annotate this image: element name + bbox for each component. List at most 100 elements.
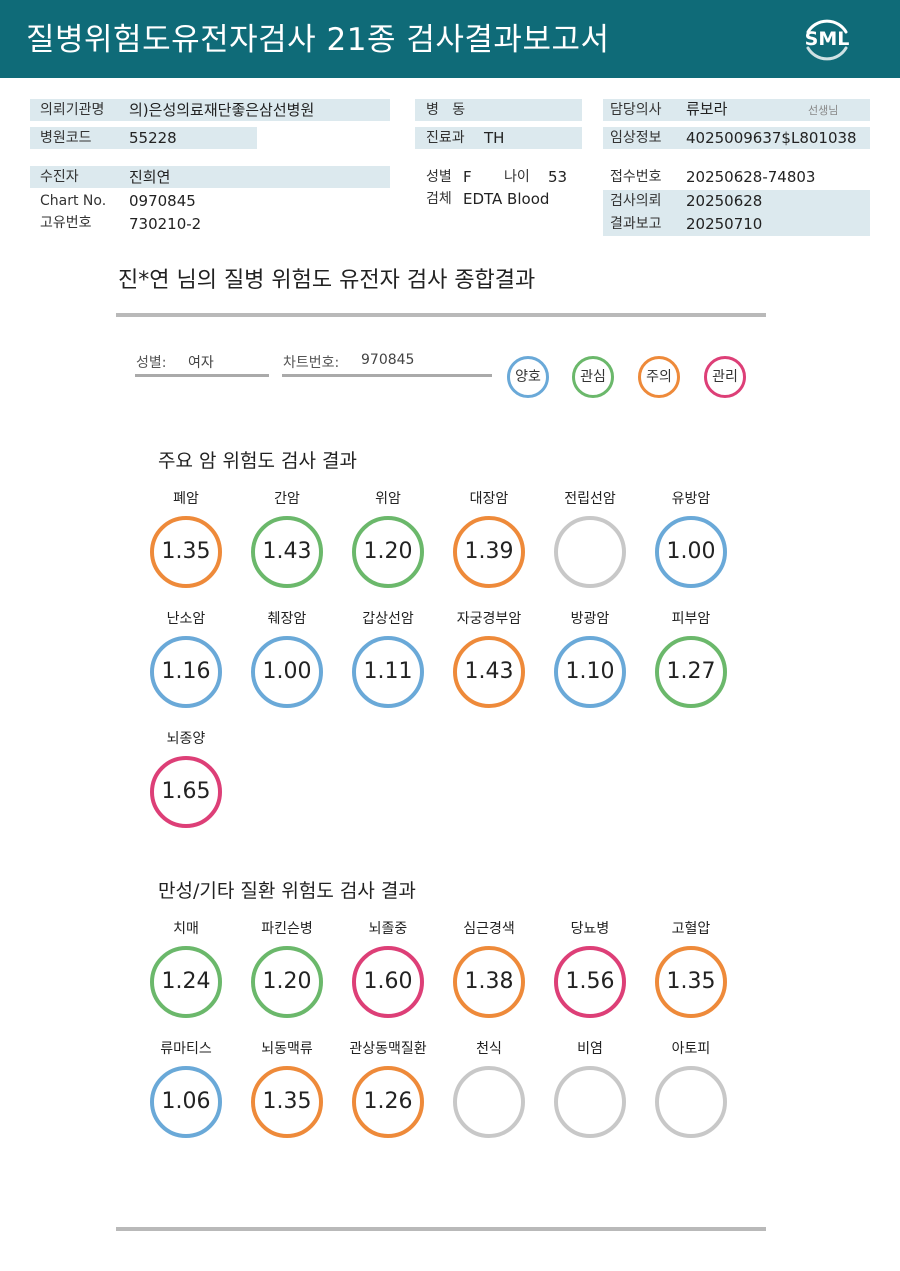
risk-score-circle: 1.39	[453, 516, 525, 588]
age-value: 53	[548, 168, 568, 186]
bottom-divider	[116, 1227, 766, 1231]
risk-score-circle: 1.20	[352, 516, 424, 588]
chronic-section-title: 만성/기타 질환 위험도 검사 결과	[158, 880, 416, 902]
result-name: 유방암	[671, 491, 711, 507]
underline	[135, 374, 269, 377]
info-bar	[30, 166, 390, 188]
result-name: 뇌종양	[166, 731, 206, 747]
logo-text: SML	[804, 28, 850, 50]
risk-score-circle: 1.16	[150, 636, 222, 708]
risk-score-circle: 1.06	[150, 1066, 222, 1138]
risk-score-circle: 1.65	[150, 756, 222, 828]
unique-id-value: 730210-2	[129, 215, 202, 233]
clinical-info-label: 임상정보	[610, 130, 662, 146]
sex-value: F	[463, 168, 472, 186]
risk-score-circle: 1.60	[352, 946, 424, 1018]
legend-item: 관리	[704, 356, 746, 398]
risk-score-circle: 1.20	[251, 946, 323, 1018]
risk-score-circle: 1.43	[251, 516, 323, 588]
department-label: 진료과	[426, 130, 465, 146]
result-name: 난소암	[166, 611, 206, 627]
doctor-label: 담당의사	[610, 102, 662, 118]
risk-score-circle: 1.27	[655, 636, 727, 708]
receipt-number-label: 접수번호	[610, 169, 662, 185]
risk-score-circle: 1.11	[352, 636, 424, 708]
risk-score-circle: 1.00	[655, 516, 727, 588]
risk-score-circle: 1.35	[150, 516, 222, 588]
result-name: 류마티스	[160, 1041, 212, 1057]
sex-label: 성별	[426, 169, 452, 185]
test-request-value: 20250628	[686, 192, 763, 210]
requesting-institution-value: 의)은성의료재단좋은삼선병원	[129, 101, 315, 119]
summary-chart-value: 970845	[361, 352, 415, 368]
result-report-value: 20250710	[686, 215, 763, 233]
legend-item: 관심	[572, 356, 614, 398]
result-name: 뇌동맥류	[261, 1041, 313, 1057]
result-name: 갑상선암	[362, 611, 414, 627]
department-value: TH	[484, 129, 505, 147]
underline	[282, 374, 492, 377]
result-name: 치매	[173, 921, 199, 937]
result-name: 자궁경부암	[456, 611, 522, 627]
report-title: 질병위험도유전자검사 21종 검사결과보고서	[26, 22, 610, 58]
doctor-value: 류보라	[686, 100, 728, 118]
result-report-label: 결과보고	[610, 216, 662, 232]
result-name: 폐암	[173, 491, 199, 507]
requesting-institution-label: 의뢰기관명	[40, 102, 105, 118]
info-bar	[415, 99, 582, 121]
result-name: 위암	[375, 491, 401, 507]
risk-score-circle: 1.00	[251, 636, 323, 708]
result-name: 당뇨병	[570, 921, 610, 937]
risk-score-circle: 1.26	[352, 1066, 424, 1138]
risk-score-circle	[655, 1066, 727, 1138]
specimen-value: EDTA Blood	[463, 190, 550, 208]
legend-item: 양호	[507, 356, 549, 398]
result-name: 관상동맥질환	[349, 1041, 427, 1057]
summary-title: 진*연 님의 질병 위험도 유전자 검사 종합결과	[118, 268, 536, 293]
risk-score-circle: 1.10	[554, 636, 626, 708]
risk-score-circle: 1.38	[453, 946, 525, 1018]
report-header: 질병위험도유전자검사 21종 검사결과보고서 SML	[0, 0, 900, 78]
summary-sex-label: 성별:	[136, 355, 167, 371]
result-name: 간암	[274, 491, 300, 507]
cancer-section-title: 주요 암 위험도 검사 결과	[158, 450, 357, 472]
result-name: 방광암	[570, 611, 610, 627]
result-name: 심근경색	[463, 921, 515, 937]
info-bar	[603, 127, 870, 149]
risk-score-circle	[453, 1066, 525, 1138]
risk-score-circle	[554, 1066, 626, 1138]
risk-score-circle: 1.24	[150, 946, 222, 1018]
summary-sex-value: 여자	[188, 355, 214, 371]
result-name: 천식	[476, 1041, 502, 1057]
patient-value: 진희연	[129, 168, 171, 186]
result-name: 피부암	[671, 611, 711, 627]
hospital-code-value: 55228	[129, 129, 177, 147]
divider	[116, 313, 766, 317]
info-bar	[415, 127, 582, 149]
clinical-info-value: 4025009637$L801038	[686, 129, 857, 147]
risk-score-circle: 1.35	[655, 946, 727, 1018]
chart-no-value: 0970845	[129, 192, 196, 210]
test-request-label: 검사의뢰	[610, 193, 662, 209]
hospital-code-label: 병원코드	[40, 130, 92, 146]
info-bar	[30, 99, 390, 121]
patient-label: 수진자	[40, 169, 79, 185]
result-name: 뇌졸중	[368, 921, 408, 937]
risk-score-circle: 1.43	[453, 636, 525, 708]
info-bar	[603, 99, 870, 121]
risk-score-circle: 1.56	[554, 946, 626, 1018]
info-bar	[603, 190, 870, 236]
age-label: 나이	[504, 169, 530, 185]
result-name: 비염	[577, 1041, 603, 1057]
result-name: 고혈압	[671, 921, 711, 937]
result-name: 아토피	[671, 1041, 711, 1057]
unique-id-label: 고유번호	[40, 215, 92, 231]
result-name: 파킨슨병	[261, 921, 313, 937]
legend-item: 주의	[638, 356, 680, 398]
result-name: 췌장암	[267, 611, 307, 627]
chart-no-label: Chart No.	[40, 193, 107, 209]
result-name: 전립선암	[564, 491, 616, 507]
sml-logo: SML	[800, 12, 854, 66]
summary-chart-label: 차트번호:	[283, 355, 340, 371]
specimen-label: 검체	[426, 191, 452, 207]
